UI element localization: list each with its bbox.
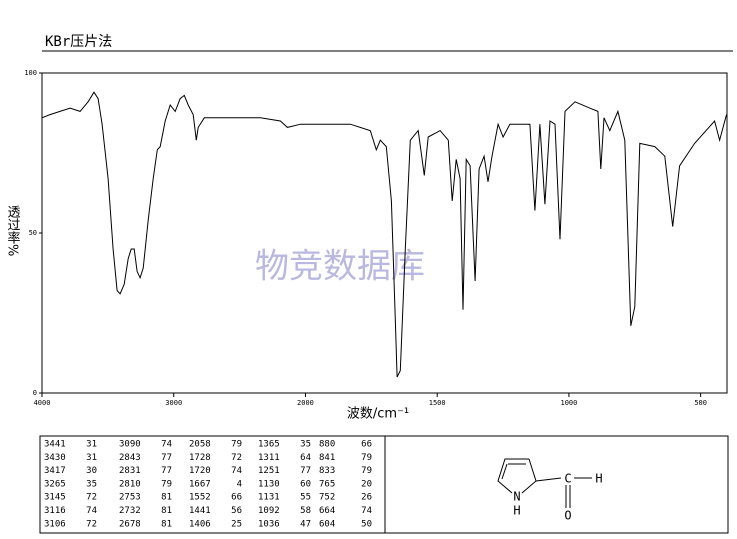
atom-label: C [564, 472, 571, 486]
peak-transmittance: 74 [161, 440, 172, 450]
peak-transmittance: 35 [300, 440, 311, 450]
peak-wavenumber: 2058 [189, 440, 211, 450]
peak-transmittance: 4 [237, 479, 242, 489]
x-tick-label: 4000 [34, 399, 51, 407]
peak-transmittance: 72 [86, 519, 97, 529]
peak-transmittance: 81 [161, 519, 172, 529]
peak-wavenumber: 2678 [119, 519, 141, 529]
peak-wavenumber: 752 [319, 493, 335, 503]
spectrum-line [41, 91, 727, 378]
peak-wavenumber: 3106 [44, 519, 66, 529]
peak-transmittance: 81 [161, 506, 172, 516]
peak-wavenumber: 2753 [119, 493, 141, 503]
peak-wavenumber: 841 [319, 453, 335, 463]
y-tick-label: 0 [33, 389, 37, 397]
atom-label: H [513, 504, 520, 518]
peak-transmittance: 77 [300, 466, 311, 476]
peak-wavenumber: 1720 [189, 466, 211, 476]
peak-transmittance: 81 [161, 493, 172, 503]
peak-wavenumber: 604 [319, 519, 335, 529]
peak-wavenumber: 1092 [258, 506, 280, 516]
atom-label: H [595, 472, 602, 486]
x-tick-label: 1500 [429, 399, 446, 407]
peak-wavenumber: 1441 [189, 506, 211, 516]
peak-wavenumber: 3417 [44, 466, 66, 476]
peak-wavenumber: 833 [319, 466, 335, 476]
peak-wavenumber: 1552 [189, 493, 211, 503]
peak-transmittance: 35 [86, 479, 97, 489]
peak-wavenumber: 2810 [119, 479, 141, 489]
x-tick-label: 500 [694, 399, 707, 407]
peak-wavenumber: 1131 [258, 493, 280, 503]
peak-transmittance: 31 [86, 453, 97, 463]
peak-wavenumber: 1311 [258, 453, 280, 463]
peak-wavenumber: 1667 [189, 479, 211, 489]
peak-wavenumber: 1036 [258, 519, 280, 529]
peak-wavenumber: 3090 [119, 440, 141, 450]
peak-wavenumber: 1406 [189, 519, 211, 529]
peak-wavenumber: 1728 [189, 453, 211, 463]
double-bond [501, 463, 508, 480]
y-tick-label: 50 [29, 229, 37, 237]
peak-transmittance: 50 [361, 519, 372, 529]
peak-transmittance: 25 [231, 519, 242, 529]
peak-wavenumber: 765 [319, 479, 335, 489]
table-frame [39, 435, 729, 534]
peak-transmittance: 72 [86, 493, 97, 503]
ring-bond [497, 458, 529, 494]
peak-transmittance: 56 [231, 506, 242, 516]
atom-label: N [513, 490, 520, 504]
peak-transmittance: 30 [86, 466, 97, 476]
y-tick-label: 100 [24, 69, 37, 77]
peak-transmittance: 66 [361, 440, 372, 450]
peak-transmittance: 47 [300, 519, 311, 529]
peak-wavenumber: 1251 [258, 466, 280, 476]
plot-frame [41, 72, 728, 394]
x-tick-label: 1000 [560, 399, 577, 407]
peak-transmittance: 79 [361, 466, 372, 476]
peak-transmittance: 74 [361, 506, 372, 516]
peak-transmittance: 31 [86, 440, 97, 450]
watermark: 物竞数据库 [255, 247, 425, 287]
peak-table: 3441 31 3430 31 3417 30 3265 35 3145 72 3116 74 3106… [44, 440, 372, 530]
peak-transmittance: 74 [86, 506, 97, 516]
peak-wavenumber: 880 [319, 440, 335, 450]
x-tick-label: 3000 [165, 399, 182, 407]
peak-transmittance: 20 [361, 479, 372, 489]
bond [535, 477, 562, 482]
peak-wavenumber: 2831 [119, 466, 141, 476]
peak-transmittance: 55 [300, 493, 311, 503]
x-axis-label: 波数/cm⁻¹ [347, 407, 409, 422]
peak-wavenumber: 664 [319, 506, 335, 516]
peak-transmittance: 74 [231, 466, 242, 476]
peak-transmittance: 64 [300, 453, 311, 463]
peak-wavenumber: 2843 [119, 453, 141, 463]
peak-transmittance: 79 [231, 440, 242, 450]
peak-transmittance: 66 [231, 493, 242, 503]
peak-transmittance: 60 [300, 479, 311, 489]
structure [497, 458, 592, 508]
peak-transmittance: 72 [231, 453, 242, 463]
peak-transmittance: 79 [361, 453, 372, 463]
peak-transmittance: 58 [300, 506, 311, 516]
peak-wavenumber: 3441 [44, 440, 66, 450]
peak-wavenumber: 3430 [44, 453, 66, 463]
peak-wavenumber: 3265 [44, 479, 66, 489]
peak-transmittance: 77 [161, 453, 172, 463]
peak-wavenumber: 2732 [119, 506, 141, 516]
peak-wavenumber: 1365 [258, 440, 280, 450]
y-axis-label: 透过率% [5, 205, 21, 256]
peak-wavenumber: 1130 [258, 479, 280, 489]
atom-label: O [564, 509, 571, 523]
peak-transmittance: 26 [361, 493, 372, 503]
chart-title: KBr压片法 [45, 34, 112, 50]
peak-wavenumber: 3145 [44, 493, 66, 503]
peak-wavenumber: 3116 [44, 506, 66, 516]
peak-transmittance: 79 [161, 479, 172, 489]
peak-transmittance: 77 [161, 466, 172, 476]
x-tick-label: 2000 [297, 399, 314, 407]
